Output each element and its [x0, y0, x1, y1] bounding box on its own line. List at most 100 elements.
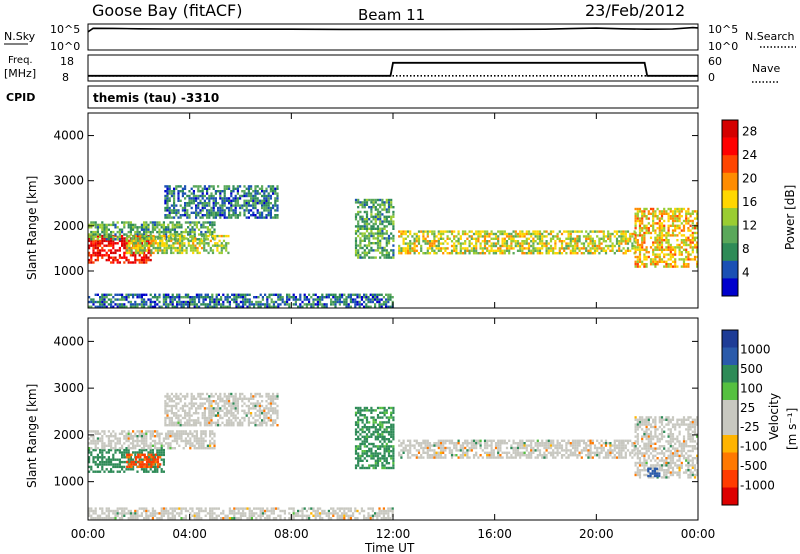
heatmap-cell [145, 470, 148, 473]
heatmap-cell [267, 407, 270, 410]
heatmap-cell [192, 190, 195, 193]
heatmap-cell [450, 244, 454, 248]
heatmap-cell [265, 400, 268, 403]
heatmap-cell [563, 249, 566, 252]
heatmap-cell [132, 437, 135, 440]
heatmap-cell [481, 230, 484, 233]
heatmap-cell [383, 445, 386, 448]
heatmap-cell [532, 249, 535, 252]
heatmap-cell [316, 305, 319, 308]
heatmap-cell [431, 444, 434, 447]
heatmap-cell [219, 416, 222, 420]
heatmap-cell [678, 246, 681, 249]
heatmap-cell [638, 222, 642, 225]
heatmap-cell [343, 303, 346, 306]
heatmap-cell [254, 395, 257, 398]
heatmap-cell [523, 242, 526, 245]
heatmap-cell [638, 231, 642, 235]
heatmap-cell [195, 439, 198, 443]
heatmap-cell [143, 249, 146, 252]
heatmap-cell [641, 246, 644, 249]
heatmap-cell [156, 470, 159, 473]
heatmap-cell [239, 421, 242, 424]
heatmap-cell [103, 447, 106, 450]
heatmap-cell [170, 424, 173, 427]
heatmap-cell [198, 242, 201, 245]
heatmap-cell [177, 209, 180, 212]
heatmap-cell [643, 236, 646, 239]
heatmap-cell [536, 247, 539, 250]
heatmap-cell [149, 303, 152, 306]
heatmap-cell [479, 446, 482, 450]
heatmap-cell [433, 451, 436, 454]
heatmap-cell [90, 223, 93, 227]
heatmap-cell [545, 240, 548, 243]
heatmap-cell [654, 241, 657, 244]
heatmap-cell [190, 424, 193, 427]
heatmap-cell [499, 449, 502, 452]
heatmap-cell [151, 448, 154, 452]
heatmap-cell [392, 406, 395, 410]
heatmap-cell [354, 406, 358, 410]
heatmap-cell [571, 230, 575, 233]
heatmap-cell [490, 249, 493, 252]
heatmap-cell [145, 439, 148, 443]
heatmap-cell [219, 192, 222, 195]
heatmap-cell [338, 293, 341, 296]
heatmap-cell [239, 300, 242, 304]
heatmap-cell [303, 296, 306, 299]
heatmap-cell [181, 407, 184, 410]
heatmap-cell [123, 453, 126, 457]
heatmap-cell [457, 237, 460, 240]
heatmap-cell [129, 456, 132, 459]
heatmap-cell [187, 305, 190, 308]
heatmap-cell [413, 237, 416, 240]
heatmap-cell [114, 298, 117, 301]
heatmap-cell [184, 412, 187, 415]
heatmap-cell [645, 258, 648, 261]
heatmap-cell [359, 411, 362, 414]
heatmap-cell [374, 430, 377, 434]
heatmap-cell [368, 239, 371, 242]
heatmap-cell [357, 225, 360, 228]
heatmap-cell [228, 185, 231, 188]
heatmap-cell [682, 263, 686, 266]
heatmap-cell [216, 249, 219, 252]
heatmap-cell [125, 256, 128, 259]
heatmap-cell [501, 230, 504, 233]
heatmap-cell [225, 246, 228, 250]
heatmap-cell [241, 424, 244, 427]
heatmap-cell [387, 418, 391, 422]
heatmap-cell [192, 234, 195, 238]
heatmap-cell [206, 303, 209, 306]
heatmap-cell [208, 211, 211, 214]
heatmap-cell [129, 300, 132, 304]
heatmap-cell [175, 412, 178, 415]
heatmap-cell [466, 454, 469, 457]
heatmap-cell [149, 447, 152, 450]
heatmap-cell [112, 296, 115, 299]
heatmap-cell [510, 235, 513, 238]
heatmap-cell [392, 254, 395, 257]
heatmap-cell [379, 256, 382, 259]
heatmap-cell [195, 199, 198, 202]
heatmap-cell [164, 199, 167, 202]
heatmap-cell [195, 221, 198, 224]
heatmap-cell [464, 454, 467, 457]
heatmap-cell [186, 419, 189, 422]
heatmap-cell [638, 260, 642, 263]
heatmap-cell [140, 296, 143, 299]
heatmap-cell [203, 206, 206, 210]
heatmap-cell [413, 244, 416, 248]
heatmap-cell [188, 407, 191, 410]
heatmap-cell [116, 303, 119, 306]
heatmap-cell [129, 458, 132, 461]
heatmap-cell [179, 392, 182, 396]
heatmap-cell [197, 404, 200, 408]
heatmap-cell [678, 215, 681, 218]
heatmap-cell [578, 240, 581, 243]
heatmap-cell [406, 242, 410, 245]
heatmap-cell [250, 209, 253, 212]
heatmap-cell [267, 397, 270, 400]
heatmap-cell [325, 303, 328, 306]
